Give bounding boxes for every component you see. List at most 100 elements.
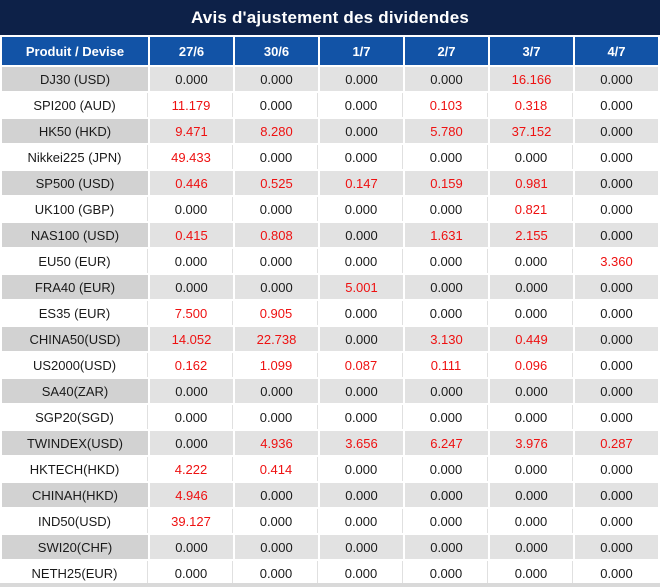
value-cell: 0.000 bbox=[405, 483, 488, 507]
value-cell: 0.000 bbox=[405, 457, 488, 481]
value-cell: 0.000 bbox=[150, 197, 233, 221]
value-cell: 0.000 bbox=[575, 379, 658, 403]
value-cell: 0.000 bbox=[405, 535, 488, 559]
value-cell: 0.000 bbox=[150, 379, 233, 403]
value-cell: 0.000 bbox=[235, 561, 318, 585]
value-cell: 0.821 bbox=[490, 197, 573, 221]
table-row: HK50 (HKD) 9.471 8.280 0.000 5.780 37.152 0.00… bbox=[2, 119, 658, 143]
table-row: TWINDEX(USD) 0.000 4.936 3.656 6.247 3.976 0.2… bbox=[2, 431, 658, 455]
value-cell: 49.433 bbox=[150, 145, 233, 169]
product-label: HK50 (HKD) bbox=[2, 119, 148, 143]
product-label: DJ30 (USD) bbox=[2, 67, 148, 91]
table-row: SGP20(SGD) 0.000 0.000 0.000 0.000 0.000 0.000 bbox=[2, 405, 658, 429]
value-cell: 0.000 bbox=[575, 223, 658, 247]
table-row: CHINAH(HKD) 4.946 0.000 0.000 0.000 0.000 0.00… bbox=[2, 483, 658, 507]
value-cell: 4.946 bbox=[150, 483, 233, 507]
value-cell: 3.656 bbox=[320, 431, 403, 455]
dividends-table: Produit / Devise 27/6 30/6 1/7 2/7 3/7 4/7 DJ3… bbox=[0, 35, 660, 587]
value-cell: 0.000 bbox=[575, 301, 658, 325]
value-cell: 0.000 bbox=[320, 405, 403, 429]
col-header-date: 27/6 bbox=[150, 37, 233, 65]
table-row: HKTECH(HKD) 4.222 0.414 0.000 0.000 0.000 0.00… bbox=[2, 457, 658, 481]
header-row: Produit / Devise 27/6 30/6 1/7 2/7 3/7 4/7 bbox=[2, 37, 658, 65]
value-cell: 0.000 bbox=[150, 535, 233, 559]
table-row: SWI20(CHF) 0.000 0.000 0.000 0.000 0.000 0.000 bbox=[2, 535, 658, 559]
value-cell: 0.000 bbox=[405, 509, 488, 533]
value-cell: 0.000 bbox=[490, 301, 573, 325]
value-cell: 14.052 bbox=[150, 327, 233, 351]
table-row: FRA40 (EUR) 0.000 0.000 5.001 0.000 0.000 0.00… bbox=[2, 275, 658, 299]
value-cell: 0.000 bbox=[320, 535, 403, 559]
value-cell: 3.976 bbox=[490, 431, 573, 455]
col-header-date: 1/7 bbox=[320, 37, 403, 65]
value-cell: 0.000 bbox=[490, 483, 573, 507]
value-cell: 0.000 bbox=[320, 379, 403, 403]
value-cell: 0.159 bbox=[405, 171, 488, 195]
value-cell: 0.000 bbox=[235, 379, 318, 403]
table-row: IND50(USD) 39.127 0.000 0.000 0.000 0.000 0.00… bbox=[2, 509, 658, 533]
value-cell: 0.000 bbox=[575, 561, 658, 585]
value-cell: 0.000 bbox=[575, 457, 658, 481]
product-label: Nikkei225 (JPN) bbox=[2, 145, 148, 169]
value-cell: 3.360 bbox=[575, 249, 658, 273]
value-cell: 0.000 bbox=[150, 249, 233, 273]
value-cell: 0.000 bbox=[575, 119, 658, 143]
value-cell: 0.905 bbox=[235, 301, 318, 325]
product-label: CHINAH(HKD) bbox=[2, 483, 148, 507]
value-cell: 0.087 bbox=[320, 353, 403, 377]
value-cell: 0.000 bbox=[405, 561, 488, 585]
value-cell: 0.000 bbox=[575, 535, 658, 559]
value-cell: 0.000 bbox=[490, 405, 573, 429]
table-row: CHINA50(USD) 14.052 22.738 0.000 3.130 0.449 0… bbox=[2, 327, 658, 351]
table-row: UK100 (GBP) 0.000 0.000 0.000 0.000 0.821 0.00… bbox=[2, 197, 658, 221]
value-cell: 5.780 bbox=[405, 119, 488, 143]
value-cell: 0.000 bbox=[235, 249, 318, 273]
value-cell: 0.000 bbox=[405, 301, 488, 325]
value-cell: 0.000 bbox=[405, 67, 488, 91]
value-cell: 0.000 bbox=[235, 509, 318, 533]
value-cell: 7.500 bbox=[150, 301, 233, 325]
value-cell: 0.000 bbox=[490, 457, 573, 481]
product-label: NAS100 (USD) bbox=[2, 223, 148, 247]
product-label: UK100 (GBP) bbox=[2, 197, 148, 221]
value-cell: 0.000 bbox=[575, 483, 658, 507]
value-cell: 0.000 bbox=[235, 67, 318, 91]
value-cell: 0.000 bbox=[490, 145, 573, 169]
value-cell: 0.000 bbox=[320, 249, 403, 273]
value-cell: 0.000 bbox=[575, 353, 658, 377]
product-label: SP500 (USD) bbox=[2, 171, 148, 195]
value-cell: 0.525 bbox=[235, 171, 318, 195]
value-cell: 0.000 bbox=[490, 535, 573, 559]
value-cell: 0.000 bbox=[575, 67, 658, 91]
table-row: EU50 (EUR) 0.000 0.000 0.000 0.000 0.000 3.360 bbox=[2, 249, 658, 273]
value-cell: 0.103 bbox=[405, 93, 488, 117]
value-cell: 1.631 bbox=[405, 223, 488, 247]
value-cell: 0.000 bbox=[405, 145, 488, 169]
value-cell: 0.000 bbox=[490, 249, 573, 273]
table-row: ES35 (EUR) 7.500 0.905 0.000 0.000 0.000 0.000 bbox=[2, 301, 658, 325]
value-cell: 0.000 bbox=[150, 405, 233, 429]
product-label: EU50 (EUR) bbox=[2, 249, 148, 273]
product-label: NETH25(EUR) bbox=[2, 561, 148, 585]
value-cell: 0.000 bbox=[320, 93, 403, 117]
value-cell: 0.000 bbox=[235, 483, 318, 507]
value-cell: 0.000 bbox=[150, 275, 233, 299]
value-cell: 0.000 bbox=[320, 509, 403, 533]
value-cell: 0.096 bbox=[490, 353, 573, 377]
value-cell: 0.000 bbox=[320, 145, 403, 169]
table-row: NETH25(EUR) 0.000 0.000 0.000 0.000 0.000 0.00… bbox=[2, 561, 658, 585]
value-cell: 2.155 bbox=[490, 223, 573, 247]
product-label: HKTECH(HKD) bbox=[2, 457, 148, 481]
product-label: ES35 (EUR) bbox=[2, 301, 148, 325]
value-cell: 0.000 bbox=[320, 483, 403, 507]
value-cell: 0.111 bbox=[405, 353, 488, 377]
col-header-date: 30/6 bbox=[235, 37, 318, 65]
value-cell: 16.166 bbox=[490, 67, 573, 91]
value-cell: 0.000 bbox=[235, 145, 318, 169]
value-cell: 4.936 bbox=[235, 431, 318, 455]
value-cell: 0.000 bbox=[490, 275, 573, 299]
value-cell: 0.000 bbox=[575, 197, 658, 221]
value-cell: 0.000 bbox=[405, 275, 488, 299]
value-cell: 9.471 bbox=[150, 119, 233, 143]
value-cell: 0.000 bbox=[235, 275, 318, 299]
